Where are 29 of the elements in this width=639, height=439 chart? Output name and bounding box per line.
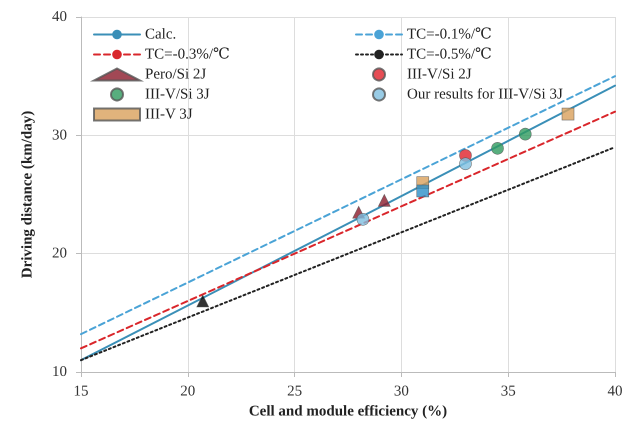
- point: [196, 294, 210, 308]
- x-tick-label: 30: [394, 384, 409, 400]
- legend-label: TC=-0.3%/℃: [145, 46, 230, 62]
- x-axis-title: Cell and module efficiency (%): [248, 404, 448, 420]
- legend-label: III-V/Si 2J: [407, 66, 472, 82]
- legend-label: III-V/Si 3J: [145, 86, 210, 102]
- point: [356, 213, 370, 226]
- legend-label: TC=-0.1%/℃: [407, 26, 492, 42]
- y-tick-label: 10: [52, 364, 67, 380]
- x-tick-label: 25: [287, 384, 302, 400]
- y-axis-title: Driving distance (km/day): [20, 110, 36, 278]
- y-tick-label: 20: [52, 246, 67, 262]
- point: [491, 142, 504, 155]
- legend-label: TC=-0.5%/℃: [407, 46, 492, 62]
- x-tick-label: 40: [608, 384, 622, 400]
- legend-label: Our results for III-V/Si 3J: [407, 86, 563, 102]
- point: [378, 194, 391, 207]
- point: [519, 128, 532, 140]
- y-tick-label: 40: [52, 9, 67, 25]
- y-tick-label: 30: [52, 127, 67, 144]
- legend-label: Calc.: [145, 26, 176, 42]
- x-tick-label: 15: [74, 384, 88, 400]
- point: [562, 108, 574, 120]
- legend-label: Pero/Si 2J: [145, 66, 206, 82]
- x-tick-label: 35: [500, 384, 516, 400]
- legend-label: III-V 3J: [145, 106, 193, 122]
- point: [459, 157, 472, 170]
- x-tick-label: 20: [180, 384, 196, 400]
- point: [416, 184, 430, 198]
